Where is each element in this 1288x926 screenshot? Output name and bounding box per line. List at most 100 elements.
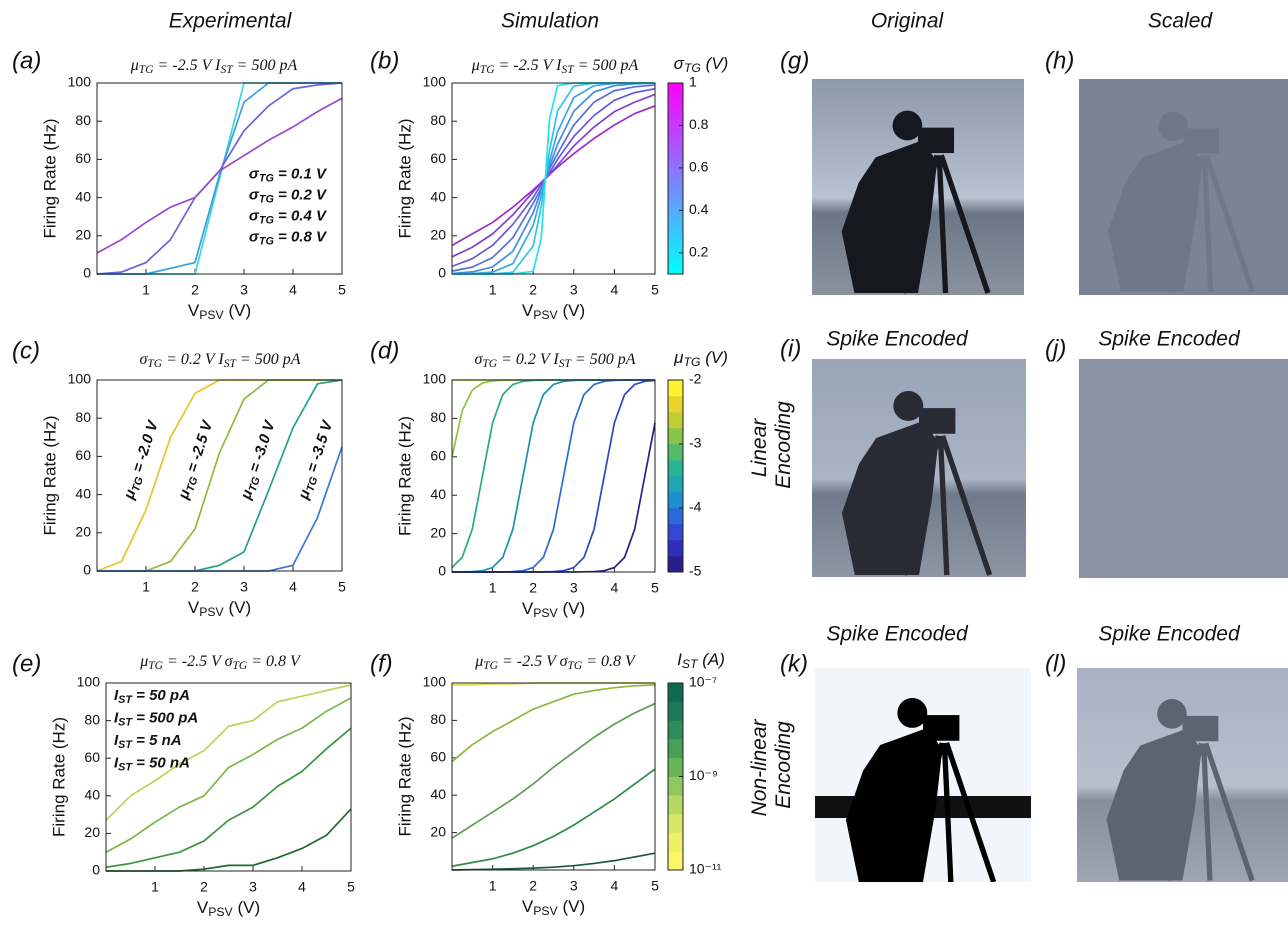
colorbar-step xyxy=(668,814,683,833)
panel-label: (a) xyxy=(12,47,41,74)
y-tick-label: 0 xyxy=(83,562,91,578)
y-tick-label: 60 xyxy=(430,749,446,765)
colorbar-tick-label: 0.6 xyxy=(689,159,709,175)
column-header: Original xyxy=(871,10,945,33)
text-part: V xyxy=(197,898,209,917)
image-title: Spike Encoded xyxy=(1098,328,1241,351)
colorbar-tick-label: 0.8 xyxy=(689,116,709,132)
panel-label: (l) xyxy=(1045,650,1066,677)
colorbar-step xyxy=(668,720,683,739)
text-part: V xyxy=(522,599,534,618)
x-tick-label: 4 xyxy=(611,878,619,894)
plot-area xyxy=(452,83,655,274)
x-tick-label: 1 xyxy=(142,282,150,298)
colorbar-tick-label: 0.2 xyxy=(689,243,709,259)
text-part: = 500 pA xyxy=(236,351,301,368)
text-part: (V) xyxy=(558,301,585,320)
text-part: (A) xyxy=(697,650,724,669)
subscript: PSV xyxy=(533,606,558,620)
y-tick-label: 40 xyxy=(75,485,91,501)
y-tick-label: 100 xyxy=(77,674,101,690)
subscript: PSV xyxy=(533,904,558,918)
text-part: = 0.2 V I xyxy=(497,351,559,368)
text-part: (V) xyxy=(700,348,727,367)
x-tick-label: 2 xyxy=(191,282,199,298)
x-tick-label: 4 xyxy=(611,580,619,596)
y-axis-label: Firing Rate (Hz) xyxy=(49,717,68,837)
text-part: μ xyxy=(139,653,148,670)
row-label-line: Linear xyxy=(748,418,771,477)
x-tick-label: 2 xyxy=(529,878,537,894)
subscript: PSV xyxy=(533,308,558,322)
colorbar-step xyxy=(668,777,683,796)
subscript: TG xyxy=(483,660,498,672)
column-header: Scaled xyxy=(1148,10,1214,33)
panel-label: (f) xyxy=(370,650,393,677)
text-part: = -2.5 V σ xyxy=(163,653,234,670)
y-tick-label: 20 xyxy=(75,227,91,243)
subscript: TG xyxy=(259,215,275,227)
colorbar-label: IST (A) xyxy=(677,650,725,671)
y-tick-label: 80 xyxy=(84,711,100,727)
image-title: Spike Encoded xyxy=(826,623,969,646)
y-tick-label: 60 xyxy=(84,749,100,765)
x-tick-label: 1 xyxy=(489,282,497,298)
row-label: Non-linear Encoding xyxy=(748,714,795,817)
x-tick-label: 4 xyxy=(289,579,297,595)
subscript: TG xyxy=(480,64,495,76)
plot-area xyxy=(452,683,655,870)
column-header: Simulation xyxy=(501,10,599,33)
y-axis-label: Firing Rate (Hz) xyxy=(395,416,414,536)
text-part: μ xyxy=(130,57,139,74)
y-tick-label: 60 xyxy=(430,448,446,464)
colorbar-step xyxy=(668,851,683,870)
colorbar-step xyxy=(668,758,683,777)
y-axis-label: Firing Rate (Hz) xyxy=(395,119,414,239)
colorbar-step xyxy=(668,508,683,524)
x-tick-label: 2 xyxy=(200,879,208,895)
y-tick-label: 0 xyxy=(438,265,446,281)
text-part: (V) xyxy=(224,598,251,617)
colorbar-step xyxy=(668,683,683,702)
x-axis-label: VPSV (V) xyxy=(188,301,251,322)
text-part: μ xyxy=(474,653,483,670)
x-tick-label: 2 xyxy=(529,282,537,298)
colorbar-step xyxy=(668,428,683,444)
x-axis-label: VPSV (V) xyxy=(197,898,260,919)
x-tick-label: 5 xyxy=(651,282,659,298)
text-part: = 50 pA xyxy=(132,687,190,704)
row-label-line: Encoding xyxy=(772,721,795,809)
colorbar-step xyxy=(668,460,683,476)
text-part: = 0.8 V xyxy=(247,653,302,670)
x-axis-label: VPSV (V) xyxy=(522,897,585,918)
y-tick-label: 100 xyxy=(68,74,92,90)
x-axis-label: VPSV (V) xyxy=(522,301,585,322)
x-tick-label: 3 xyxy=(240,579,248,595)
y-axis-label: Firing Rate (Hz) xyxy=(395,717,414,837)
text-part: = 0.8 V xyxy=(582,653,637,670)
subscript: ST xyxy=(682,657,699,671)
subscript: TG xyxy=(482,358,497,370)
y-tick-label: 100 xyxy=(68,371,92,387)
subscript: TG xyxy=(683,355,700,369)
text-part: = -2.5 V I xyxy=(495,57,563,74)
colorbar-step xyxy=(668,412,683,428)
y-tick-label: 0 xyxy=(438,563,446,579)
text-part: = 0.4 V xyxy=(274,208,328,225)
x-tick-label: 3 xyxy=(570,580,578,596)
colorbar-tick-label: -2 xyxy=(689,371,702,387)
text-part: = 500 pA xyxy=(233,57,298,74)
chart-title: σTG = 0.2 V IST = 500 pA xyxy=(140,351,301,370)
x-tick-label: 4 xyxy=(298,879,306,895)
colorbar-step xyxy=(668,380,683,396)
y-tick-label: 20 xyxy=(75,524,91,540)
text-part: = 500 pA xyxy=(574,57,639,74)
x-tick-label: 5 xyxy=(651,580,659,596)
image xyxy=(1079,359,1288,578)
text-part: = 0.8 V xyxy=(274,229,328,246)
y-tick-label: 80 xyxy=(75,409,91,425)
subscript: TG xyxy=(567,660,582,672)
text-part: = 50 nA xyxy=(132,754,190,771)
colorbar-label: σTG (V) xyxy=(674,54,729,75)
y-tick-label: 40 xyxy=(430,188,446,204)
